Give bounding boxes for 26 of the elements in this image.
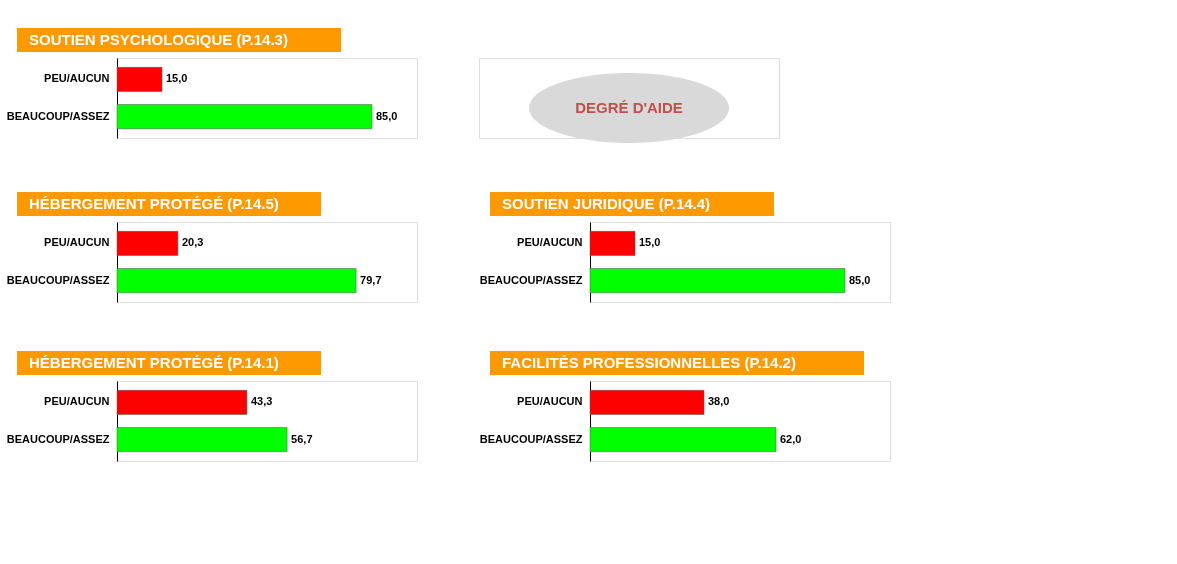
chart-title: SOUTIEN PSYCHOLOGIQUE (P.14.3) (29, 31, 288, 48)
data-label: 43,3 (250, 395, 273, 408)
data-label: 15,0 (166, 72, 188, 85)
data-label: 56,7 (291, 432, 313, 445)
chart-title: HÉBERGEMENT PROTÉGÉ (P.14.5) (29, 195, 279, 212)
chart-title: SOUTIEN JURIDIQUE (P.14.4) (502, 195, 711, 212)
data-label: 38,0 (708, 395, 730, 408)
data-label: 85,0 (376, 109, 398, 122)
y-tick-label: BEAUCOUP/ASSEZ (6, 273, 110, 286)
data-label: 15,0 (639, 236, 661, 249)
y-tick-label: BEAUCOUP/ASSEZ (479, 432, 583, 445)
y-tick-label: PEU/AUCUN (517, 395, 583, 408)
chart-title: HÉBERGEMENT PROTÉGÉ (P.14.1) (29, 354, 279, 371)
data-label: 62,0 (780, 432, 802, 445)
text: DEGRÉ D'AIDE (575, 99, 683, 116)
data-label: 79,7 (360, 273, 382, 286)
y-tick-label: PEU/AUCUN (517, 236, 583, 249)
chart-title: FACILITÉS PROFESSIONNELLES (P.14.2) (502, 354, 796, 371)
y-tick-label: BEAUCOUP/ASSEZ (479, 273, 583, 286)
y-tick-label: PEU/AUCUN (44, 72, 110, 85)
y-tick-label: PEU/AUCUN (44, 395, 110, 408)
y-tick-label: BEAUCOUP/ASSEZ (6, 432, 110, 445)
data-label: 20,3 (181, 236, 204, 249)
data-label: 85,0 (849, 273, 871, 286)
y-tick-label: BEAUCOUP/ASSEZ (6, 109, 110, 122)
y-tick-label: PEU/AUCUN (44, 236, 110, 249)
